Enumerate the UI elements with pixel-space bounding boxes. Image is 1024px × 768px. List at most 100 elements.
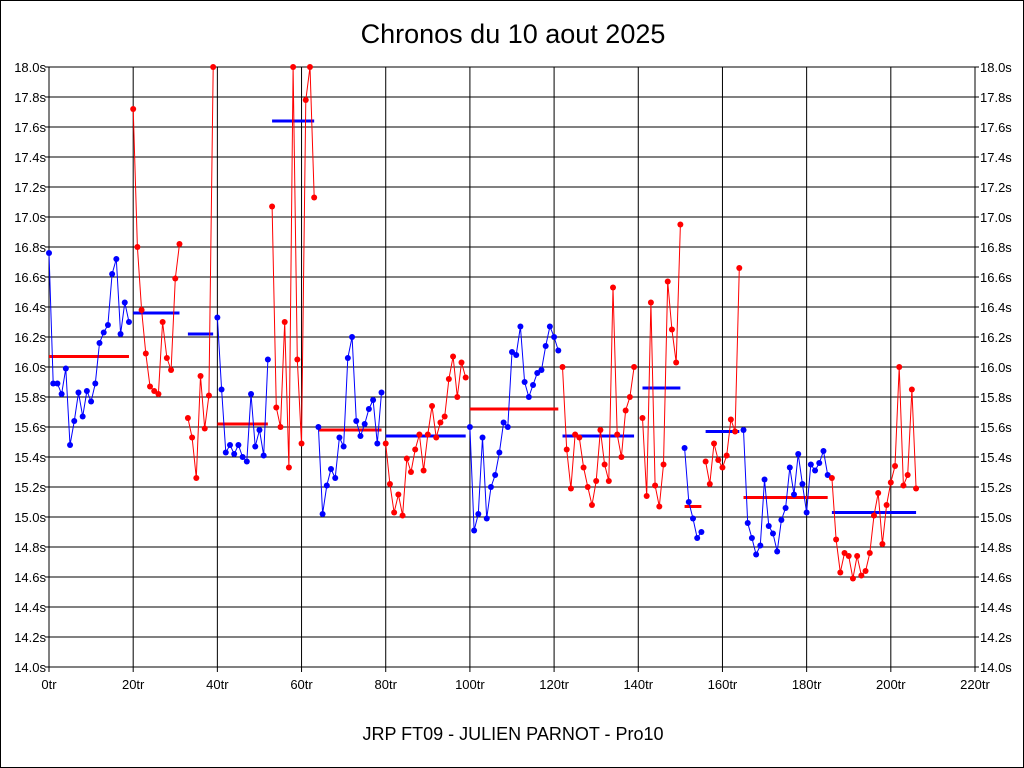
y-tick-label-right: 16.0s (980, 360, 1012, 375)
lap-point (130, 106, 137, 112)
lap-point (559, 364, 566, 370)
lap-point (155, 391, 162, 397)
lap-point (812, 467, 819, 474)
x-tick-label: 40tr (206, 677, 229, 692)
y-tick-label-right: 15.0s (980, 510, 1012, 525)
lap-point (748, 535, 755, 541)
lap-point (248, 391, 255, 397)
series-6 (315, 334, 385, 517)
lap-point (391, 509, 398, 516)
lap-point (862, 568, 869, 574)
lap-point (668, 326, 675, 333)
lap-point (576, 434, 583, 441)
y-tick-label-left: 18.0s (14, 60, 46, 75)
lap-point (264, 356, 271, 363)
y-tick-label-left: 14.4s (14, 600, 46, 615)
lap-point (353, 418, 360, 424)
lap-point (887, 479, 894, 486)
y-tick-label-left: 14.0s (14, 660, 46, 675)
lap-point (71, 418, 78, 424)
lap-point (471, 527, 478, 534)
lap-point (803, 509, 810, 516)
lap-point (833, 536, 840, 543)
lap-point (50, 380, 57, 387)
lap-point (420, 467, 427, 474)
lap-point (652, 482, 659, 489)
lap-point (879, 541, 886, 547)
lap-point (584, 484, 591, 490)
lap-point (142, 350, 149, 357)
lap-point (210, 64, 217, 70)
x-tick-label: 60tr (290, 677, 313, 692)
lap-point (908, 386, 915, 393)
series-7 (382, 353, 469, 519)
lap-point (799, 481, 806, 487)
series-0 (46, 250, 132, 448)
lap-point (656, 503, 663, 510)
lap-point (828, 475, 835, 481)
lap-point (542, 343, 549, 349)
y-tick-label-left: 17.0s (14, 210, 46, 225)
lap-point (302, 97, 309, 103)
lap-point (252, 443, 259, 450)
lap-point (62, 365, 69, 372)
lap-point (382, 440, 389, 447)
y-tick-label-right: 17.2s (980, 180, 1012, 195)
lap-point (386, 481, 393, 487)
lap-point (454, 394, 461, 400)
lap-point (647, 299, 654, 306)
lap-point (622, 407, 629, 414)
lap-point (332, 475, 339, 481)
y-tick-label-left: 14.6s (14, 570, 46, 585)
lap-point (551, 334, 558, 340)
lap-point (306, 64, 313, 70)
y-tick-label-left: 15.0s (14, 510, 46, 525)
lap-point (546, 323, 553, 330)
lap-point (492, 472, 499, 478)
lap-point (841, 550, 848, 556)
lap-point (197, 373, 204, 379)
lap-point (757, 542, 764, 549)
lap-point (626, 394, 633, 400)
series-12 (681, 445, 705, 541)
lap-point (487, 484, 494, 490)
series-15 (828, 364, 920, 582)
lap-point (715, 457, 722, 463)
y-tick-label-right: 18.0s (980, 60, 1012, 75)
lap-point (315, 424, 322, 430)
lap-point (597, 427, 604, 433)
lap-point (774, 548, 781, 555)
x-tick-label: 220tr (960, 677, 990, 692)
lap-point (588, 502, 595, 508)
lap-point (260, 452, 267, 459)
lap-point (685, 499, 692, 505)
lap-point (837, 569, 844, 576)
lap-point (235, 442, 242, 448)
series-line (684, 447, 702, 540)
lap-point (913, 485, 920, 492)
lap-point (407, 469, 414, 475)
lap-point (694, 535, 701, 541)
lap-point (689, 515, 696, 522)
lap-point (900, 482, 907, 489)
lap-point (870, 512, 877, 519)
lap-point (475, 511, 482, 517)
lap-point (824, 472, 831, 478)
lap-point (378, 389, 385, 396)
y-tick-label-left: 15.4s (14, 450, 46, 465)
lap-point (744, 520, 751, 526)
lap-point (374, 440, 381, 447)
lap-point (614, 431, 621, 438)
lap-point (450, 353, 457, 360)
series-5 (269, 64, 318, 471)
y-tick-label-right: 17.4s (980, 150, 1012, 165)
lap-point (723, 452, 730, 459)
lap-point (269, 203, 276, 210)
lap-point (567, 485, 574, 492)
lap-point (168, 367, 175, 373)
lap-point (462, 374, 469, 381)
average-lines (49, 119, 917, 514)
x-tick-label: 20tr (122, 677, 145, 692)
lap-point (572, 431, 579, 438)
y-tick-label-right: 17.0s (980, 210, 1012, 225)
